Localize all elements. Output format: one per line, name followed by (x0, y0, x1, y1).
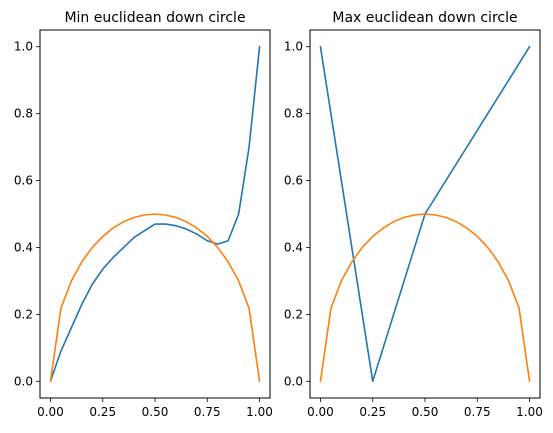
x-tick-label: 0.25 (89, 405, 116, 419)
y-tick-label: 0.4 (284, 240, 303, 254)
series-line-2 (49, 213, 261, 383)
series-line-1 (49, 45, 261, 383)
x-tick-label: 0.75 (464, 405, 491, 419)
y-tick-label: 0.6 (14, 174, 33, 188)
chart-title: Min euclidean down circle (64, 10, 245, 26)
y-tick-label: 0.0 (14, 374, 33, 388)
x-tick-label: 0.50 (412, 405, 439, 419)
series-line-1 (319, 45, 531, 383)
y-tick-label: 0.8 (14, 107, 33, 121)
chart-title: Max euclidean down circle (332, 10, 517, 26)
series-line-2 (319, 213, 531, 383)
x-tick-label: 1.00 (516, 405, 543, 419)
y-tick-label: 0.2 (284, 307, 303, 321)
subplot-max-euclidean: Max euclidean down circle 0.00 0.25 0.50 0.… (284, 10, 543, 419)
subplot-min-euclidean: Min euclidean down circle 0.00 0.25 0.50 0.… (14, 10, 273, 419)
x-tick-label: 0.25 (359, 405, 386, 419)
x-tick-label: 0.50 (142, 405, 169, 419)
y-tick-label: 0.0 (284, 374, 303, 388)
y-tick-label: 1.0 (14, 40, 33, 54)
x-tick-label: 1.00 (246, 405, 273, 419)
y-tick-label: 0.4 (14, 240, 33, 254)
y-tick-label: 0.6 (284, 174, 303, 188)
x-tick-label: 0.00 (307, 405, 334, 419)
y-tick-label: 0.8 (284, 107, 303, 121)
x-tick-label: 0.75 (194, 405, 221, 419)
y-tick-label: 0.2 (14, 307, 33, 321)
x-tick-label: 0.00 (37, 405, 64, 419)
y-tick-label: 1.0 (284, 40, 303, 54)
